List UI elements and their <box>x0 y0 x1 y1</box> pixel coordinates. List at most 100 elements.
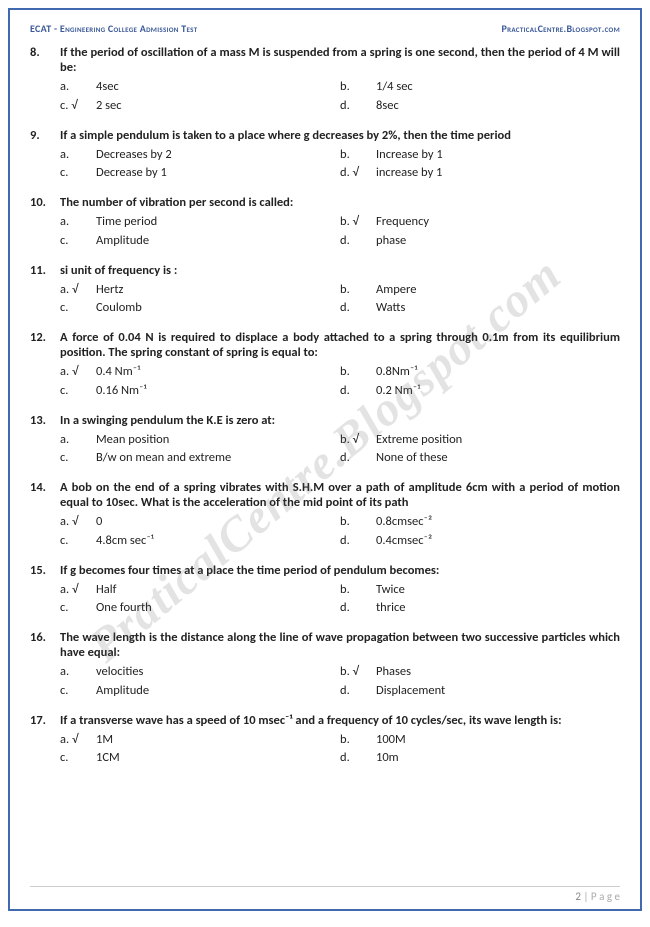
question-number: 13. <box>30 413 60 428</box>
option-value: Increase by 1 <box>376 146 620 165</box>
question-number: 8. <box>30 45 60 75</box>
option-value: 4.8cm sec⁻¹ <box>96 532 340 551</box>
option-value: thrice <box>376 599 620 618</box>
option-value: Displacement <box>376 682 620 701</box>
option-value: 0.16 Nm⁻¹ <box>96 382 340 401</box>
header-left: ECAT - Engineering College Admission Tes… <box>30 22 197 35</box>
question-text: If a transverse wave has a speed of 10 m… <box>60 713 620 728</box>
option: c.Amplitude <box>60 682 340 701</box>
option: c.Amplitude <box>60 232 340 251</box>
options: a.Time periodb. √Frequency c.Amplituded.p… <box>60 213 620 251</box>
options: a. √Halfb.Twicec.One fourthd.thrice <box>60 581 620 619</box>
questions-container: 8.If the period of oscillation of a mass… <box>30 45 620 768</box>
option-label: c. <box>60 599 96 618</box>
option-value: Decreases by 2 <box>96 146 340 165</box>
option: a.Mean position <box>60 431 340 450</box>
option: c.0.16 Nm⁻¹ <box>60 382 340 401</box>
option-value: 2 sec <box>96 97 340 116</box>
option-label: a. √ <box>60 581 96 600</box>
option: c.B/w on mean and extreme <box>60 449 340 468</box>
option: b.0.8Nm⁻¹ <box>340 363 620 382</box>
option-label: b. √ <box>340 213 376 232</box>
option: c.4.8cm sec⁻¹ <box>60 532 340 551</box>
question-number: 11. <box>30 263 60 278</box>
option-label: d. <box>340 449 376 468</box>
option-label: a. <box>60 663 96 682</box>
options: a.Mean positionb. √Extreme positionc.B/w… <box>60 431 620 469</box>
page-label: | P a g e <box>581 890 620 903</box>
option: d.None of these <box>340 449 620 468</box>
option-label: a. √ <box>60 513 96 532</box>
option-label: c. <box>60 749 96 768</box>
option-value: 1/4 sec <box>376 78 620 97</box>
option: d.Displacement <box>340 682 620 701</box>
option-value: 0.8Nm⁻¹ <box>376 363 620 382</box>
option-label: b. <box>340 581 376 600</box>
option: b.0.8cmsec⁻² <box>340 513 620 532</box>
option: b.Twice <box>340 581 620 600</box>
option-label: b. <box>340 731 376 750</box>
option-value: Mean position <box>96 431 340 450</box>
option: d.thrice <box>340 599 620 618</box>
option-value: Amplitude <box>96 232 340 251</box>
option-label: b. <box>340 513 376 532</box>
option-label: c. <box>60 299 96 318</box>
option-label: d. √ <box>340 164 376 183</box>
option-value: 100M <box>376 731 620 750</box>
option-label: d. <box>340 749 376 768</box>
option-value: 0.2 Nm⁻¹ <box>376 382 620 401</box>
question: 14.A bob on the end of a spring vibrates… <box>30 480 620 551</box>
question: 17.If a transverse wave has a speed of 1… <box>30 713 620 769</box>
option: a.4sec <box>60 78 340 97</box>
option-value: Half <box>96 581 340 600</box>
option-value: 1CM <box>96 749 340 768</box>
question: 8.If the period of oscillation of a mass… <box>30 45 620 116</box>
option: a. √0.4 Nm⁻¹ <box>60 363 340 382</box>
option: a.velocities <box>60 663 340 682</box>
question-text: The wave length is the distance along th… <box>60 630 620 660</box>
option: c.Decrease by 1 <box>60 164 340 183</box>
question-number: 14. <box>30 480 60 510</box>
footer-rule <box>30 886 620 887</box>
option-value: 0.4cmsec⁻² <box>376 532 620 551</box>
question-text: A bob on the end of a spring vibrates wi… <box>60 480 620 510</box>
option-value: Twice <box>376 581 620 600</box>
option-value: Amplitude <box>96 682 340 701</box>
option-value: Coulomb <box>96 299 340 318</box>
option-label: a. √ <box>60 363 96 382</box>
option-value: 10m <box>376 749 620 768</box>
option: a.Time period <box>60 213 340 232</box>
option-value: Frequency <box>376 213 620 232</box>
option-value: Extreme position <box>376 431 620 450</box>
option-value: Phases <box>376 663 620 682</box>
option: a.Decreases by 2 <box>60 146 340 165</box>
option: a. √1M <box>60 731 340 750</box>
question-number: 15. <box>30 563 60 578</box>
options: a. √0b.0.8cmsec⁻²c.4.8cm sec⁻¹d.0.4cmsec… <box>60 513 620 551</box>
option: b. √Phases <box>340 663 620 682</box>
page-header: ECAT - Engineering College Admission Tes… <box>30 22 620 35</box>
question: 12.A force of 0.04 N is required to disp… <box>30 330 620 401</box>
options: a. √Hertzb.Amperec.Coulombd.Watts <box>60 281 620 319</box>
option: d.phase <box>340 232 620 251</box>
option: d.0.2 Nm⁻¹ <box>340 382 620 401</box>
option-label: a. <box>60 213 96 232</box>
question: 15.If g becomes four times at a place th… <box>30 563 620 619</box>
option-label: a. √ <box>60 281 96 300</box>
option: c.Coulomb <box>60 299 340 318</box>
option-value: 4sec <box>96 78 340 97</box>
options: a.velocitiesb. √Phasesc.Amplituded.Displ… <box>60 663 620 701</box>
option-label: d. <box>340 532 376 551</box>
question: 10.The number of vibration per second is… <box>30 195 620 251</box>
options: a. √0.4 Nm⁻¹b.0.8Nm⁻¹c.0.16 Nm⁻¹d.0.2 Nm… <box>60 363 620 401</box>
option-value: Hertz <box>96 281 340 300</box>
question-number: 9. <box>30 128 60 143</box>
option-value: 8sec <box>376 97 620 116</box>
option-label: b. <box>340 281 376 300</box>
question: 13.In a swinging pendulum the K.E is zer… <box>30 413 620 469</box>
page-border: ECAT - Engineering College Admission Tes… <box>8 8 642 911</box>
option-label: a. <box>60 146 96 165</box>
question: 11.si unit of frequency is :a. √Hertzb.A… <box>30 263 620 319</box>
option-label: c. <box>60 232 96 251</box>
question-text: The number of vibration per second is ca… <box>60 195 620 210</box>
